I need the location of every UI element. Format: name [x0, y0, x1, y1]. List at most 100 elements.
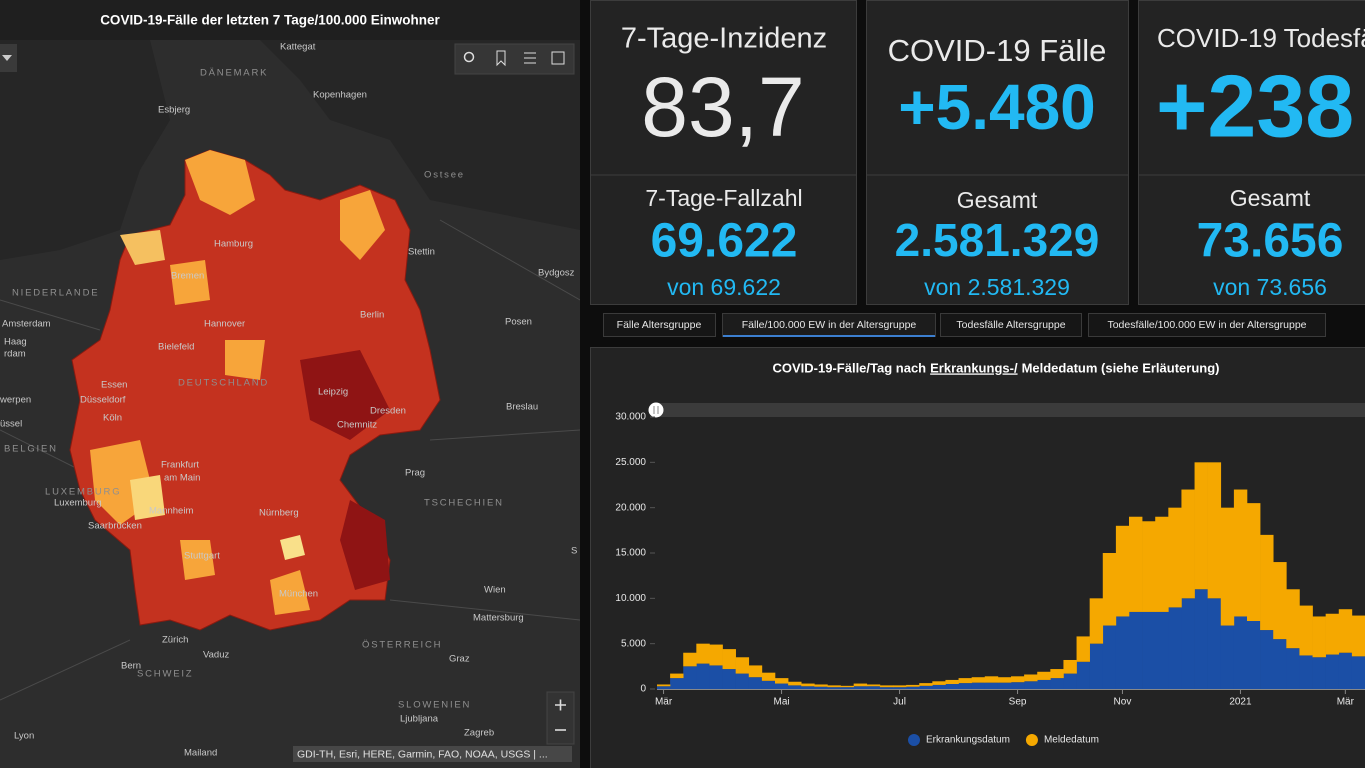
y-tick-label: 20.000 — [615, 502, 646, 513]
bar — [814, 686, 828, 689]
bar — [801, 686, 815, 689]
region — [185, 150, 255, 215]
region — [180, 540, 215, 580]
x-tick-label: Mai — [773, 697, 789, 708]
bar — [1181, 489, 1195, 599]
qr-icon[interactable] — [551, 51, 565, 65]
border — [0, 219, 580, 701]
bar — [788, 681, 802, 686]
bar — [997, 677, 1012, 683]
bar — [761, 680, 776, 689]
bar — [788, 685, 802, 689]
map-label: Chemnitz — [337, 420, 377, 431]
bar — [670, 678, 684, 689]
y-tick-label: 15.000 — [615, 548, 646, 559]
card-title: COVID-19 Todesfäl — [1157, 23, 1365, 53]
bar — [1024, 674, 1038, 682]
map-label: Ostsee — [424, 170, 465, 181]
map-label: Stuttgart — [184, 551, 220, 562]
bar — [971, 682, 986, 689]
tabs: Fälle Altersgruppe Fälle/100.000 EW in d… — [603, 313, 1326, 337]
bar — [657, 686, 671, 689]
bar — [657, 684, 671, 687]
bar — [1286, 589, 1300, 649]
bar — [1024, 681, 1038, 689]
map-label: ÖSTERREICH — [362, 640, 442, 651]
bar — [1338, 609, 1353, 653]
map-label: München — [279, 589, 318, 600]
map-title: COVID-19-Fälle der letzten 7 Tage/100.00… — [100, 13, 440, 28]
bar — [958, 678, 972, 684]
bar — [932, 681, 946, 685]
card-note: von 73.656 — [1213, 274, 1327, 300]
card-note: von 2.581.329 — [924, 274, 1070, 300]
bar — [945, 684, 959, 689]
bar — [906, 686, 920, 689]
map-label: LUXEMBURG — [45, 487, 121, 498]
bar — [1050, 678, 1064, 689]
bar — [853, 686, 868, 689]
tab-label: Fälle/100.000 EW in der Altersgruppe — [742, 319, 917, 331]
bar — [971, 677, 986, 683]
region — [270, 570, 310, 615]
search-icon[interactable] — [463, 51, 475, 63]
bar — [1207, 598, 1222, 689]
tab-label: Fälle Altersgruppe — [617, 319, 702, 331]
bookmark-icon[interactable] — [496, 50, 506, 67]
map-label: Köln — [103, 413, 122, 424]
map-label: Lyon — [14, 731, 34, 742]
bar — [735, 673, 750, 689]
zoom-in[interactable] — [555, 699, 566, 711]
chart: 0 5.000 10.000 15.000 20.000 25.000 30.000 Mär M… — [615, 412, 1365, 746]
map-label: Amsterdam — [2, 319, 51, 330]
bar — [1115, 525, 1130, 617]
y-tick-label: 5.000 — [621, 638, 646, 649]
bar — [1142, 611, 1156, 689]
map-label: üssel — [0, 419, 22, 430]
bar — [1089, 643, 1104, 689]
map-label: SCHWEIZ — [137, 669, 193, 680]
toolbar — [454, 43, 575, 75]
list-icon[interactable] — [524, 52, 536, 64]
x-tick-label: Mär — [1337, 697, 1355, 708]
region — [130, 475, 165, 520]
map-label: Bremen — [171, 271, 204, 282]
bar — [1299, 605, 1313, 656]
map-label: Berlin — [360, 310, 384, 321]
bar — [1207, 462, 1222, 599]
map-label: Vaduz — [203, 650, 229, 661]
region — [340, 190, 385, 260]
tab[interactable] — [603, 313, 716, 337]
bar — [1011, 682, 1025, 689]
bar — [1155, 516, 1169, 612]
x-tick-label: Sep — [1009, 697, 1027, 708]
map-label: Düsseldorf — [80, 395, 126, 406]
slider-handle[interactable] — [648, 402, 664, 418]
map-label: Breslau — [506, 402, 538, 413]
bar — [1076, 636, 1090, 662]
card-subtitle: Gesamt — [957, 187, 1038, 213]
map-label: Stettin — [408, 247, 435, 258]
card-subtitle: 7-Tage-Fallzahl — [645, 185, 802, 211]
card-value: 83,7 — [641, 60, 805, 154]
map-label: Mattersburg — [473, 613, 524, 624]
card-subvalue: 2.581.329 — [895, 214, 1100, 266]
map-label: Posen — [505, 317, 532, 328]
attribution-bg — [293, 746, 572, 762]
bar — [814, 684, 828, 687]
tab[interactable] — [940, 313, 1082, 337]
bar — [1351, 615, 1365, 657]
map-label: Haag — [4, 337, 27, 348]
bar — [1220, 507, 1235, 626]
bar — [866, 686, 881, 689]
tab[interactable] — [1088, 313, 1326, 337]
bar — [1260, 630, 1274, 689]
bar — [997, 682, 1012, 689]
chart-title-end: Meldedatum (siehe Erläuterung) — [1022, 360, 1220, 375]
chart-title-link[interactable]: Erkrankungs-/ — [930, 360, 1018, 375]
map-label: BELGIEN — [4, 444, 58, 455]
bar — [1299, 655, 1313, 689]
card-title: 7-Tage-Inzidenz — [621, 23, 827, 55]
bar — [1312, 616, 1326, 658]
